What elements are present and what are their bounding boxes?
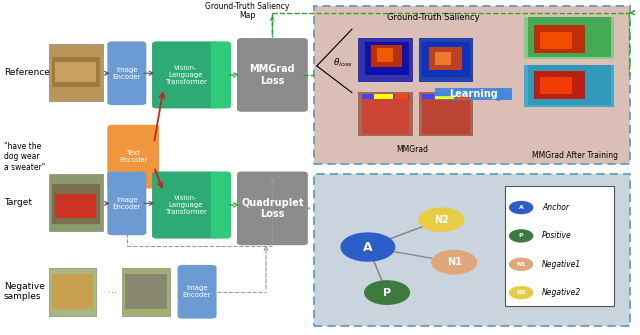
- Text: N2: N2: [516, 290, 526, 295]
- Bar: [435, 52, 451, 65]
- Bar: [419, 39, 473, 82]
- Bar: [55, 62, 97, 82]
- Bar: [378, 48, 394, 62]
- Text: Anchor: Anchor: [542, 203, 569, 212]
- FancyBboxPatch shape: [177, 265, 216, 319]
- Bar: [540, 77, 572, 94]
- Circle shape: [419, 208, 464, 231]
- Bar: [456, 94, 468, 99]
- Bar: [314, 174, 630, 326]
- Bar: [362, 94, 410, 134]
- Text: N1: N1: [447, 257, 461, 267]
- FancyBboxPatch shape: [237, 38, 308, 112]
- Bar: [52, 57, 100, 87]
- Circle shape: [509, 258, 532, 270]
- Text: A: A: [519, 205, 524, 210]
- Bar: [49, 268, 97, 316]
- FancyBboxPatch shape: [108, 125, 159, 189]
- FancyBboxPatch shape: [211, 172, 231, 239]
- Text: Reference: Reference: [4, 68, 50, 77]
- Bar: [524, 16, 614, 59]
- Circle shape: [509, 287, 532, 298]
- Bar: [314, 6, 630, 164]
- Text: Image
Encoder: Image Encoder: [183, 285, 211, 298]
- Bar: [49, 44, 103, 101]
- Bar: [52, 184, 100, 224]
- Circle shape: [509, 202, 532, 213]
- Circle shape: [341, 233, 395, 261]
- Bar: [371, 45, 402, 67]
- Text: Quadruplet
Loss: Quadruplet Loss: [241, 198, 303, 219]
- Bar: [55, 194, 97, 217]
- Bar: [422, 94, 470, 99]
- Bar: [125, 274, 167, 309]
- Circle shape: [509, 230, 532, 242]
- Circle shape: [365, 281, 410, 304]
- Text: Vision-
Language
Transformer: Vision- Language Transformer: [165, 65, 207, 85]
- Text: Negative
samples: Negative samples: [4, 282, 45, 302]
- Bar: [435, 88, 511, 100]
- Text: Learning: Learning: [449, 89, 498, 99]
- Text: Ground-Truth Saliency: Ground-Truth Saliency: [205, 2, 289, 11]
- Text: P: P: [519, 233, 524, 239]
- Text: Image
Encoder: Image Encoder: [113, 67, 141, 80]
- FancyBboxPatch shape: [108, 172, 147, 235]
- Bar: [358, 92, 413, 136]
- Bar: [314, 174, 630, 326]
- Bar: [49, 174, 103, 231]
- Text: Text
Encoder: Text Encoder: [119, 150, 147, 163]
- Bar: [358, 39, 413, 82]
- Bar: [365, 42, 410, 75]
- Text: Image
Encoder: Image Encoder: [113, 197, 141, 210]
- Text: $\theta_{loss}$: $\theta_{loss}$: [333, 56, 353, 69]
- Bar: [422, 94, 470, 134]
- Text: Negative1: Negative1: [542, 260, 582, 269]
- Bar: [122, 268, 170, 316]
- Text: MMGrad
Loss: MMGrad Loss: [250, 64, 295, 86]
- Text: A: A: [363, 241, 372, 254]
- Circle shape: [432, 251, 476, 274]
- Bar: [435, 94, 454, 99]
- Text: Ground-Truth Saliency: Ground-Truth Saliency: [387, 13, 480, 22]
- Text: MMGrad: MMGrad: [397, 145, 429, 154]
- FancyBboxPatch shape: [152, 42, 220, 109]
- Bar: [422, 42, 470, 77]
- Bar: [524, 65, 614, 107]
- Text: MMGrad After Training: MMGrad After Training: [532, 151, 618, 160]
- Bar: [374, 94, 394, 99]
- Text: ···: ···: [108, 288, 117, 297]
- FancyBboxPatch shape: [237, 172, 308, 245]
- Bar: [527, 65, 611, 106]
- Text: Vision-
Language
Transformer: Vision- Language Transformer: [165, 195, 207, 215]
- Bar: [396, 94, 408, 99]
- Text: P: P: [383, 287, 391, 297]
- Bar: [429, 47, 462, 70]
- Bar: [534, 71, 585, 99]
- Bar: [314, 6, 630, 164]
- Text: "have the
dog wear
a sweater": "have the dog wear a sweater": [4, 142, 45, 172]
- Text: Target: Target: [4, 198, 32, 207]
- Bar: [527, 17, 611, 57]
- Bar: [362, 94, 410, 99]
- Text: Positive: Positive: [542, 231, 572, 241]
- Text: N2: N2: [434, 215, 449, 225]
- Bar: [419, 92, 473, 136]
- Bar: [505, 186, 614, 306]
- FancyBboxPatch shape: [108, 42, 147, 105]
- Bar: [540, 32, 572, 49]
- Text: Negative2: Negative2: [542, 288, 582, 297]
- Text: N1: N1: [516, 262, 526, 267]
- Text: Map: Map: [239, 11, 255, 20]
- Bar: [52, 274, 93, 309]
- Bar: [534, 25, 585, 53]
- FancyBboxPatch shape: [152, 172, 220, 239]
- FancyBboxPatch shape: [211, 42, 231, 109]
